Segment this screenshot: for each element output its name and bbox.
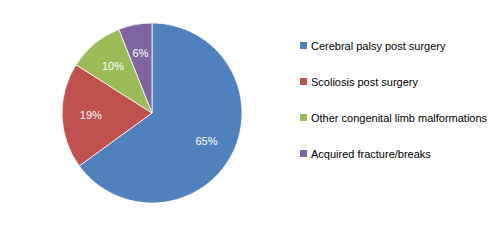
- data-label: 6%: [133, 47, 149, 59]
- data-label: 65%: [196, 135, 218, 147]
- slices: [62, 23, 242, 203]
- legend-label: Acquired fracture/breaks: [311, 148, 431, 160]
- legend-label: Other congenital limb malformations: [311, 112, 488, 124]
- data-labels: 65% 19% 10% 6%: [80, 47, 218, 147]
- data-label: 19%: [80, 109, 102, 121]
- data-label: 10%: [102, 60, 124, 72]
- chart: 65% 19% 10% 6% Cerebral palsy post surgery Sc…: [0, 0, 493, 227]
- legend: Cerebral palsy post surgery Scoliosis pos…: [300, 40, 488, 160]
- legend-swatch: [300, 78, 307, 85]
- legend-swatch: [300, 42, 307, 49]
- legend-label: Cerebral palsy post surgery: [311, 40, 446, 52]
- legend-label: Scoliosis post surgery: [311, 76, 418, 88]
- legend-swatch: [300, 114, 307, 121]
- legend-swatch: [300, 150, 307, 157]
